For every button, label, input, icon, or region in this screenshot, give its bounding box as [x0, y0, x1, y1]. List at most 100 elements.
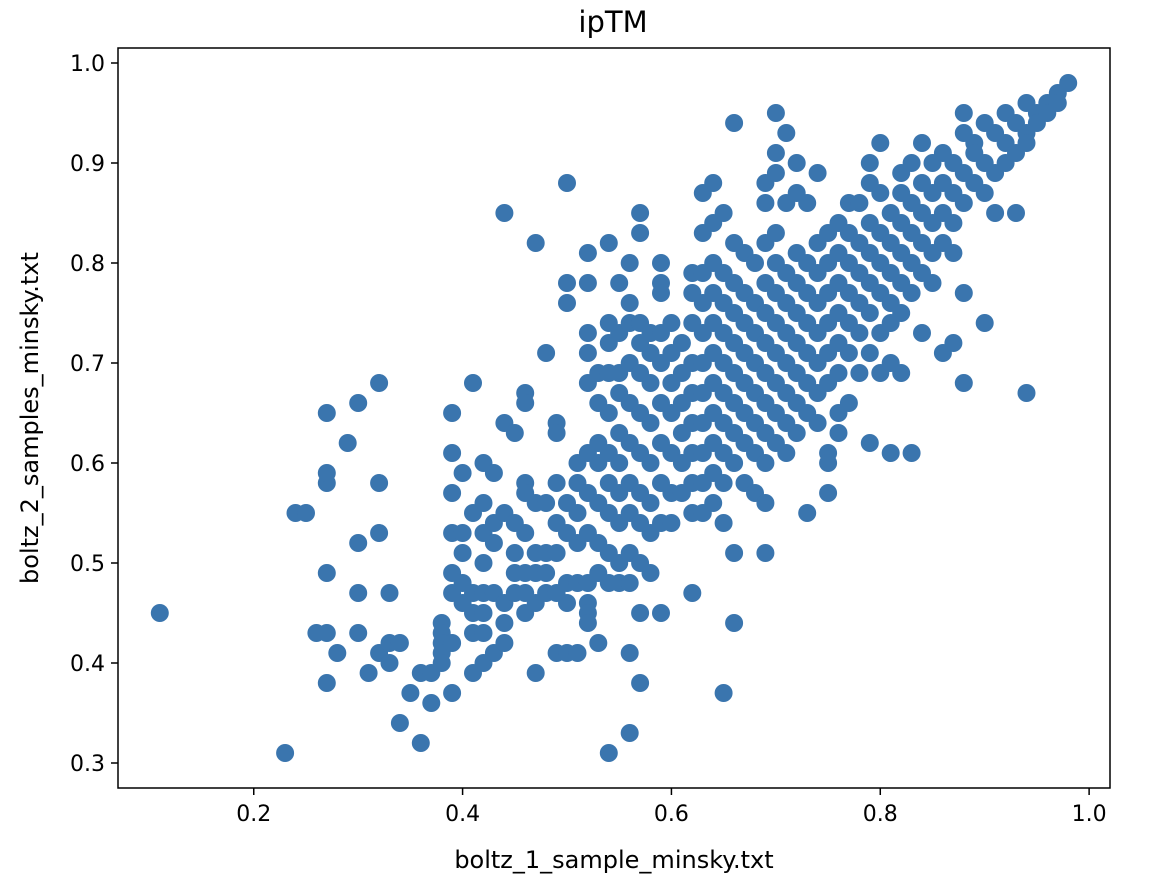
data-point	[484, 464, 503, 482]
data-point	[505, 424, 524, 442]
data-point	[902, 154, 921, 172]
data-point	[902, 284, 921, 302]
data-point	[1017, 384, 1036, 402]
data-point	[328, 644, 347, 662]
data-point	[641, 374, 660, 392]
data-point	[558, 594, 576, 612]
data-point	[505, 544, 524, 562]
data-point	[975, 184, 994, 202]
y-tick-label: 0.6	[70, 452, 105, 477]
data-point	[829, 424, 848, 442]
data-point	[954, 374, 973, 392]
data-point	[714, 514, 733, 532]
data-point	[871, 184, 890, 202]
data-point	[1048, 94, 1067, 112]
data-point	[746, 254, 764, 272]
data-point	[516, 524, 535, 542]
data-point	[443, 684, 462, 702]
data-point	[777, 124, 796, 142]
data-point	[443, 444, 462, 462]
data-point	[317, 624, 336, 642]
data-point	[704, 174, 723, 192]
data-point	[599, 234, 618, 252]
data-point	[537, 494, 556, 512]
data-point	[620, 294, 639, 312]
x-tick-label: 0.2	[236, 802, 271, 827]
data-point	[641, 414, 660, 432]
data-point	[599, 404, 618, 422]
data-point	[317, 674, 336, 692]
data-point	[829, 364, 848, 382]
data-point	[641, 454, 660, 472]
data-point	[526, 234, 545, 252]
data-point	[860, 434, 879, 452]
data-point	[620, 644, 639, 662]
data-point	[986, 204, 1005, 222]
data-point	[631, 674, 650, 692]
data-point	[401, 684, 420, 702]
data-point	[380, 654, 399, 672]
data-point	[464, 374, 482, 392]
data-point	[411, 734, 430, 752]
data-point	[453, 544, 472, 562]
data-point	[297, 504, 315, 522]
data-point	[370, 524, 389, 542]
data-point	[766, 144, 785, 162]
x-axis-label: boltz_1_sample_minsky.txt	[454, 846, 773, 874]
data-point	[725, 114, 744, 132]
data-point	[474, 554, 493, 572]
data-point	[432, 654, 451, 672]
data-point	[756, 494, 775, 512]
data-point	[944, 244, 963, 262]
data-point	[1059, 74, 1078, 92]
data-point	[537, 564, 556, 582]
data-point	[568, 504, 587, 522]
data-point	[317, 464, 336, 482]
data-point	[652, 604, 670, 622]
data-point	[526, 664, 545, 682]
data-point	[620, 254, 639, 272]
data-point	[631, 224, 650, 242]
data-point	[808, 164, 827, 182]
data-point	[474, 604, 493, 622]
plot-frame	[117, 47, 1111, 789]
data-point	[714, 684, 733, 702]
data-point	[578, 344, 597, 362]
data-point	[860, 344, 879, 362]
data-point	[672, 334, 691, 352]
data-point	[944, 214, 963, 232]
data-point	[819, 484, 838, 502]
data-point	[578, 614, 597, 632]
data-point	[819, 454, 838, 472]
data-point	[547, 424, 566, 442]
data-point	[892, 304, 911, 322]
y-axis-label: boltz_2_samples_minsky.txt	[16, 252, 44, 584]
data-point	[954, 284, 973, 302]
data-point	[871, 134, 890, 152]
data-point	[923, 274, 942, 292]
data-point	[558, 294, 576, 312]
data-point	[787, 424, 806, 442]
data-point	[839, 394, 858, 412]
data-point	[495, 204, 514, 222]
data-point	[652, 254, 670, 272]
data-point	[578, 324, 597, 342]
data-point	[547, 474, 566, 492]
data-point	[652, 284, 670, 302]
data-point	[683, 584, 702, 602]
data-point	[390, 714, 409, 732]
data-point	[777, 444, 796, 462]
data-point	[902, 444, 921, 462]
data-point	[954, 194, 973, 212]
data-point	[620, 724, 639, 742]
y-tick-label: 0.8	[70, 252, 105, 277]
data-point	[892, 364, 911, 382]
data-point	[756, 454, 775, 472]
data-point	[589, 634, 608, 652]
y-tick-label: 0.7	[70, 352, 105, 377]
data-point	[975, 314, 994, 332]
data-point	[484, 534, 503, 552]
data-point	[558, 174, 576, 192]
data-point	[641, 494, 660, 512]
